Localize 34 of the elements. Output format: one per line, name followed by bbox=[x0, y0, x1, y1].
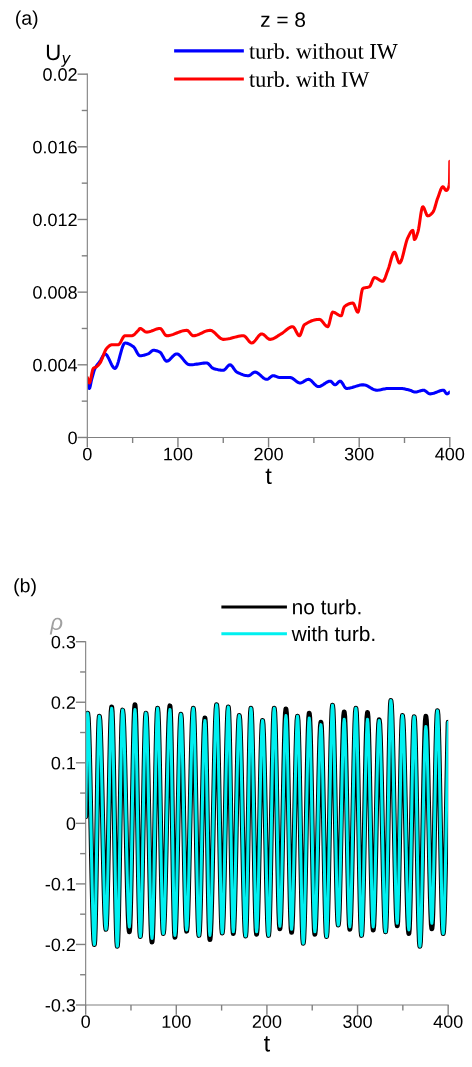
y-tick-label: 0 bbox=[66, 817, 76, 831]
y-tick-label: -0.3 bbox=[45, 998, 76, 1012]
y-axis-title: U$_{y}$ bbox=[46, 44, 71, 67]
x-tick-label: 100 bbox=[164, 447, 193, 461]
x-tick-label: 400 bbox=[435, 447, 465, 461]
y-tick-label: 0.016 bbox=[33, 140, 77, 154]
x-axis-title: t bbox=[265, 468, 272, 485]
y-tick-label: 0.004 bbox=[33, 358, 78, 372]
y-tick-label: -0.2 bbox=[45, 938, 76, 952]
y-tick-label: 0.012 bbox=[33, 213, 77, 227]
legend-label: turb. without IW bbox=[249, 43, 398, 59]
legend-label: turb. with IW bbox=[249, 71, 370, 88]
y-axis-title: ρ bbox=[49, 617, 63, 635]
x-tick-label: 0 bbox=[81, 1015, 90, 1028]
y-tick-label: 0 bbox=[68, 431, 77, 445]
text: (a) bbox=[16, 10, 38, 29]
text: (b) bbox=[14, 578, 36, 597]
legend-label: no turb. bbox=[293, 599, 361, 615]
chart-title: z = 8 bbox=[261, 12, 306, 28]
x-tick-label: 100 bbox=[162, 1015, 191, 1028]
legend-label: with turb. bbox=[291, 625, 375, 642]
x-tick-label: 300 bbox=[343, 1015, 372, 1028]
x-tick-label: 200 bbox=[254, 447, 283, 461]
y-tick-label: 0.1 bbox=[51, 756, 76, 770]
x-tick-label: 300 bbox=[344, 447, 374, 461]
y-tick-label: 0.3 bbox=[51, 635, 76, 649]
x-tick-label: 400 bbox=[433, 1015, 463, 1028]
x-tick-label: 0 bbox=[83, 447, 92, 461]
x-tick-label: 200 bbox=[252, 1015, 282, 1028]
y-tick-label: -0.1 bbox=[45, 877, 76, 891]
y-tick-label: 0.008 bbox=[33, 286, 77, 299]
y-tick-label: 0.2 bbox=[51, 696, 76, 709]
y-tick-label: 0.02 bbox=[43, 68, 77, 81]
x-axis-title: t bbox=[263, 1036, 271, 1052]
